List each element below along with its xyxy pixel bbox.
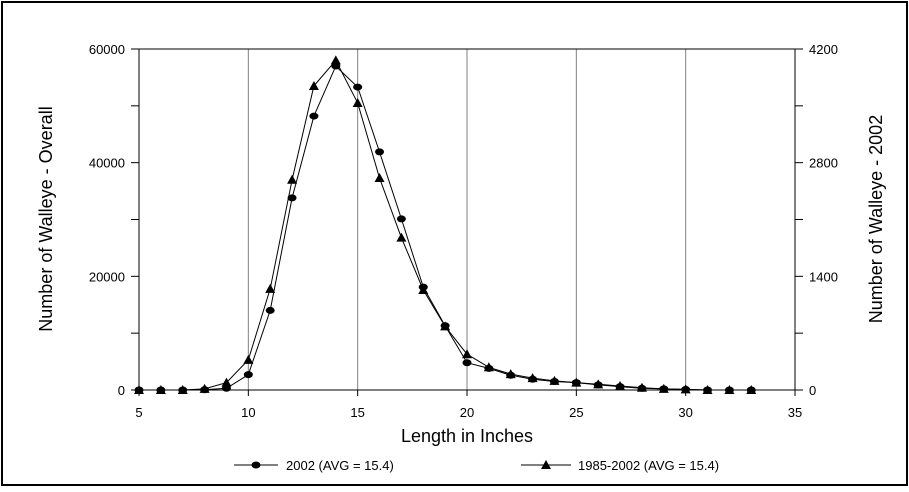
legend-item-1985-2002: 1985-2002 (AVG = 15.4) [521,458,719,473]
data-point-2002 [265,306,275,314]
y-right-tick-label: 0 [809,383,816,398]
data-point-1985-2002 [330,55,341,65]
data-point-2002 [243,371,253,379]
legend-item-2002: 2002 (AVG = 15.4) [234,458,394,473]
data-point-1985-2002 [636,382,647,392]
data-point-1985-2002 [155,385,166,394]
y-right-tick-label: 4200 [809,42,838,57]
data-point-1985-2002 [615,381,626,391]
data-point-1985-2002 [527,373,538,383]
data-point-2002 [353,83,363,91]
data-point-1985-2002 [462,349,472,359]
data-point-1985-2002 [680,384,691,394]
data-point-1985-2002 [265,283,276,293]
x-tick-label: 10 [241,405,255,420]
data-point-1985-2002 [746,385,757,394]
y-right-tick-label: 2800 [809,156,838,171]
data-point-2002 [396,215,406,223]
series-1985-2002 [134,55,757,394]
data-point-1985-2002 [396,232,407,242]
data-point-2002 [287,194,297,202]
data-point-1985-2002 [593,379,604,389]
data-point-1985-2002 [724,385,735,394]
series-layer [134,55,757,394]
data-point-1985-2002 [134,385,144,394]
data-point-1985-2002 [440,321,451,331]
y-left-tick-label: 0 [118,383,125,398]
data-point-1985-2002 [352,97,363,107]
y-axis-label-right: Number of Walleye - 2002 [866,115,886,323]
x-tick-label: 20 [460,405,474,420]
data-point-1985-2002 [418,284,429,294]
data-point-2002 [462,359,472,367]
legend-marker-circle [251,461,261,469]
data-point-1985-2002 [287,174,298,184]
data-point-2002 [309,112,319,120]
data-point-1985-2002 [243,354,254,364]
data-point-2002 [375,148,385,156]
legend-marker-triangle [541,460,551,469]
x-tick-label: 30 [678,405,692,420]
data-point-1985-2002 [658,383,669,393]
legend: 2002 (AVG = 15.4) 1985-2002 (AVG = 15.4) [234,458,719,473]
data-point-1985-2002 [374,173,385,183]
legend-label-1985-2002: 1985-2002 (AVG = 15.4) [578,458,719,473]
y-left-tick-label: 20000 [89,269,125,284]
data-point-1985-2002 [505,369,516,379]
x-axis-label: Length in Inches [401,426,533,446]
data-point-1985-2002 [483,362,494,372]
y-axis-label-left: Number of Walleye - Overall [36,106,56,331]
data-point-1985-2002 [221,377,232,387]
data-point-1985-2002 [549,375,560,385]
x-tick-label: 35 [788,405,802,420]
y-right-tick-label: 1400 [809,269,838,284]
data-point-1985-2002 [199,383,210,393]
legend-label-2002: 2002 (AVG = 15.4) [286,458,394,473]
data-point-1985-2002 [702,385,713,394]
x-tick-label: 15 [350,405,364,420]
y-left-tick-label: 40000 [89,156,125,171]
y-left-tick-label: 60000 [89,42,125,57]
x-tick-label: 25 [569,405,583,420]
x-tick-label: 5 [135,405,142,420]
data-point-1985-2002 [571,377,582,387]
data-point-1985-2002 [308,80,319,90]
data-point-1985-2002 [177,385,188,394]
